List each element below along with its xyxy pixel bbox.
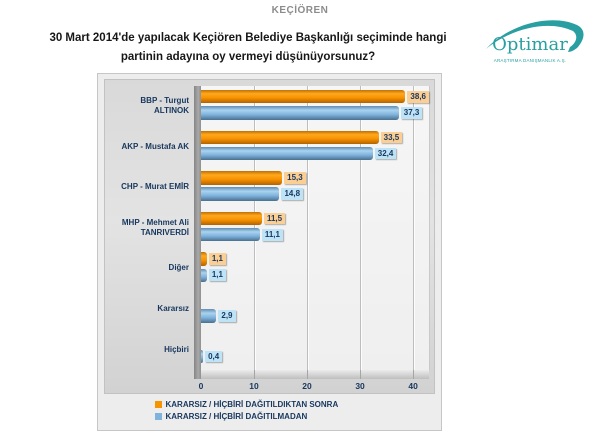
question-title-line2: partinin adayına oy vermeyi düşünüyorsun…: [120, 51, 376, 63]
value-label: 11,5: [263, 212, 286, 225]
gridline: [360, 86, 362, 370]
axis-wall: [194, 86, 201, 379]
bar-after-distribution: [201, 130, 379, 145]
value-label: 32,4: [374, 147, 397, 160]
bar-before-distribution: [201, 349, 204, 364]
bar-line: 37,3: [201, 106, 429, 120]
value-label: 37,3: [400, 107, 423, 119]
floor-notch: [254, 370, 256, 379]
legend-item: KARARSIZ / HİÇBİRİ DAĞITILDIKTAN SONRA: [154, 400, 385, 409]
gridline: [254, 86, 256, 370]
bar-after-distribution: [201, 211, 262, 226]
optimar-logo: Optimar ARAŞTIRMA DANIŞMANLIK A.Ş.: [480, 17, 590, 73]
bar-line: 0,4: [201, 349, 429, 364]
bar-line: 1,1: [201, 252, 429, 266]
value-label: 11,1: [261, 228, 283, 241]
x-tick-label: 30: [355, 381, 365, 391]
category-label: MHP - Mehmet Ali TANRIVERDİ: [121, 217, 189, 238]
value-label: 14,8: [281, 188, 304, 200]
x-axis: 0 10 20 30 40: [198, 381, 429, 393]
bar-line: 1,1: [201, 268, 429, 282]
value-label: 15,3: [284, 172, 306, 184]
value-label: 2,9: [218, 310, 236, 322]
gridline: [413, 86, 415, 370]
bar-line: 11,1: [201, 228, 429, 242]
bar-row: 15,3 14,8: [201, 167, 429, 208]
legend-item: KARARSIZ / HİÇBİRİ DAĞITILMADAN: [154, 412, 385, 421]
floor-notch: [307, 370, 309, 379]
x-tick-label: 40: [408, 381, 418, 391]
x-tick-label: 10: [249, 381, 259, 391]
category-labels: BBP - Turgut ALTINOK AKP - Mustafa AK CHP …: [105, 86, 194, 370]
legend-swatch-after: [154, 401, 162, 408]
bar-row: 2,9: [201, 289, 429, 330]
category-label: Hiçbiri: [164, 344, 189, 354]
value-label: 1,1: [208, 269, 226, 282]
bar-before-distribution: [201, 228, 260, 242]
gridline: [307, 86, 309, 370]
bar-before-distribution: [201, 309, 217, 323]
bar-after-distribution: [201, 171, 283, 185]
bar-after-distribution: [201, 90, 406, 104]
category-label: Kararsız: [157, 303, 189, 313]
category-label: AKP - Mustafa AK: [121, 141, 189, 151]
chart-floor: [201, 370, 429, 379]
bar-after-distribution: [201, 252, 207, 266]
value-label: 38,6: [407, 90, 429, 103]
logo-wordmark: Optimar: [492, 34, 568, 55]
legend-label: KARARSIZ / HİÇBİRİ DAĞITILMADAN: [165, 412, 308, 421]
value-label: 0,4: [205, 350, 223, 363]
bar-before-distribution: [201, 268, 207, 282]
bar-line: 15,3: [201, 171, 429, 185]
logo-subtitle: ARAŞTIRMA DANIŞMANLIK A.Ş.: [493, 58, 567, 63]
bar-before-distribution: [201, 106, 399, 120]
bar-line: 2,9: [201, 309, 429, 323]
plot-area: 38,6 37,3 33,5 32,4 15,3 14,8 11,5 11,1 1,1 1,1 2,…: [201, 86, 430, 370]
value-label: 1,1: [208, 253, 226, 265]
x-tick-label: 0: [198, 381, 204, 391]
bar-line: 33,5: [201, 130, 429, 145]
bar-line: 14,8: [201, 187, 429, 201]
floor-notch: [413, 370, 415, 379]
bar-row: 0,4: [201, 329, 429, 370]
bar-before-distribution: [201, 187, 280, 201]
legend: KARARSIZ / HİÇBİRİ DAĞITILDIKTAN SONRA KA…: [98, 400, 441, 421]
bar-row: 11,5 11,1: [201, 208, 429, 249]
bar-row: 33,5 32,4: [201, 127, 429, 168]
bar-row: 1,1 1,1: [201, 248, 429, 289]
question-title: 30 Mart 2014'de yapılacak Keçiören Beled…: [28, 29, 468, 67]
chart-frame: BBP - Turgut ALTINOK AKP - Mustafa AK CHP …: [97, 73, 442, 431]
legend-swatch-before: [154, 413, 162, 420]
bar-line: 32,4: [201, 146, 429, 161]
bar-before-distribution: [201, 146, 373, 161]
x-tick-label: 20: [302, 381, 312, 391]
bar-line: 11,5: [201, 211, 429, 226]
category-label: Diğer: [168, 263, 189, 273]
logo-swoosh-icon: [486, 20, 584, 52]
category-label: CHP - Murat EMİR: [121, 182, 189, 192]
bar-row: 38,6 37,3: [201, 86, 429, 127]
floor-notch: [360, 370, 362, 379]
chart-panel: BBP - Turgut ALTINOK AKP - Mustafa AK CHP …: [104, 79, 435, 394]
region-label: KEÇİÖREN: [271, 5, 329, 16]
category-label: BBP - Turgut ALTINOK: [140, 95, 189, 116]
bar-line: 38,6: [201, 90, 429, 104]
legend-label: KARARSIZ / HİÇBİRİ DAĞITILDIKTAN SONRA: [165, 400, 339, 409]
question-title-line1: 30 Mart 2014'de yapılacak Keçiören Beled…: [49, 32, 447, 44]
value-label: 33,5: [380, 131, 403, 144]
